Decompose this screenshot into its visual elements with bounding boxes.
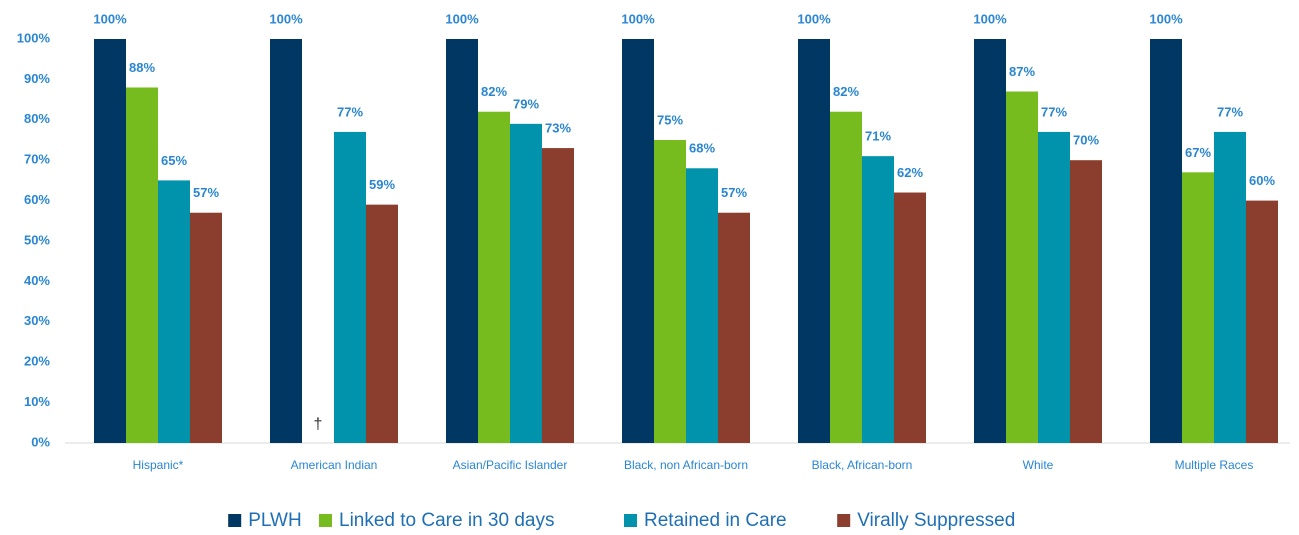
data-label: 68% bbox=[689, 141, 715, 156]
legend-swatch bbox=[624, 514, 637, 527]
bar bbox=[158, 180, 190, 443]
bar bbox=[1182, 172, 1214, 443]
x-tick-label: Multiple Races bbox=[1175, 458, 1254, 472]
bar bbox=[622, 39, 654, 443]
data-label: 100% bbox=[445, 11, 479, 26]
bar bbox=[1246, 200, 1278, 443]
bar bbox=[1006, 91, 1038, 444]
legend-swatch bbox=[228, 514, 242, 527]
data-label: 71% bbox=[865, 129, 891, 144]
data-label: 100% bbox=[797, 11, 831, 26]
bar bbox=[1214, 131, 1246, 444]
data-label: 57% bbox=[193, 185, 219, 200]
bar bbox=[1150, 39, 1182, 443]
legend-label: Retained in Care bbox=[644, 510, 787, 531]
bar bbox=[974, 39, 1006, 443]
data-label: 100% bbox=[93, 11, 127, 26]
legend-label: PLWH bbox=[248, 510, 301, 531]
y-tick-label: 60% bbox=[24, 192, 50, 207]
bar bbox=[798, 39, 830, 443]
legend-label: Virally Suppressed bbox=[857, 510, 1015, 531]
x-tick-label: Asian/Pacific Islander bbox=[453, 458, 568, 472]
bar bbox=[478, 111, 510, 443]
data-label: 82% bbox=[481, 84, 507, 99]
data-label: 82% bbox=[833, 84, 859, 99]
bar bbox=[830, 111, 862, 443]
y-tick-label: 0% bbox=[31, 434, 50, 449]
x-tick-label: White bbox=[1023, 458, 1054, 472]
legend-swatch bbox=[319, 514, 332, 527]
data-label: 77% bbox=[337, 104, 363, 119]
bar bbox=[542, 148, 574, 443]
bar bbox=[366, 204, 398, 443]
data-label: 77% bbox=[1041, 104, 1067, 119]
data-label: 59% bbox=[369, 177, 395, 192]
data-label: 65% bbox=[161, 153, 187, 168]
data-label: 57% bbox=[721, 185, 747, 200]
bar bbox=[190, 212, 222, 443]
annotation: † bbox=[314, 416, 323, 433]
data-label: 60% bbox=[1249, 173, 1275, 188]
y-tick-label: 70% bbox=[24, 152, 50, 167]
legend-label: Linked to Care in 30 days bbox=[339, 510, 554, 531]
y-tick-label: 100% bbox=[17, 30, 51, 45]
x-tick-label: American Indian bbox=[291, 458, 378, 472]
bar bbox=[862, 156, 894, 443]
data-label: 100% bbox=[269, 11, 303, 26]
y-tick-label: 30% bbox=[24, 313, 50, 328]
bar bbox=[654, 140, 686, 443]
y-tick-label: 20% bbox=[24, 354, 50, 369]
bar bbox=[270, 39, 302, 443]
data-label: 88% bbox=[129, 60, 155, 75]
data-label: 100% bbox=[621, 11, 655, 26]
bar bbox=[894, 192, 926, 443]
y-tick-label: 80% bbox=[24, 111, 50, 126]
data-label: 75% bbox=[657, 112, 683, 127]
bar bbox=[1070, 160, 1102, 443]
y-tick-label: 10% bbox=[24, 394, 50, 409]
bar bbox=[334, 131, 366, 444]
data-label: 79% bbox=[513, 96, 539, 111]
y-tick-label: 40% bbox=[24, 273, 50, 288]
bar bbox=[718, 212, 750, 443]
bar bbox=[1038, 131, 1070, 444]
data-label: 100% bbox=[973, 11, 1007, 26]
bar bbox=[126, 87, 158, 443]
x-tick-label: Black, African-born bbox=[812, 458, 913, 472]
bar bbox=[510, 123, 542, 443]
x-tick-label: Black, non African-born bbox=[624, 458, 748, 472]
data-label: 87% bbox=[1009, 64, 1035, 79]
data-label: 62% bbox=[897, 165, 923, 180]
bar bbox=[446, 39, 478, 443]
data-label: 100% bbox=[1149, 11, 1183, 26]
legend-swatch bbox=[837, 514, 851, 527]
data-label: 73% bbox=[545, 121, 571, 136]
data-label: 77% bbox=[1217, 104, 1243, 119]
bar bbox=[686, 168, 718, 443]
y-tick-label: 90% bbox=[24, 71, 50, 86]
x-tick-label: Hispanic* bbox=[133, 458, 184, 472]
y-tick-label: 50% bbox=[24, 232, 50, 247]
bar bbox=[94, 39, 126, 443]
data-label: 70% bbox=[1073, 133, 1099, 148]
data-label: 67% bbox=[1185, 145, 1211, 160]
